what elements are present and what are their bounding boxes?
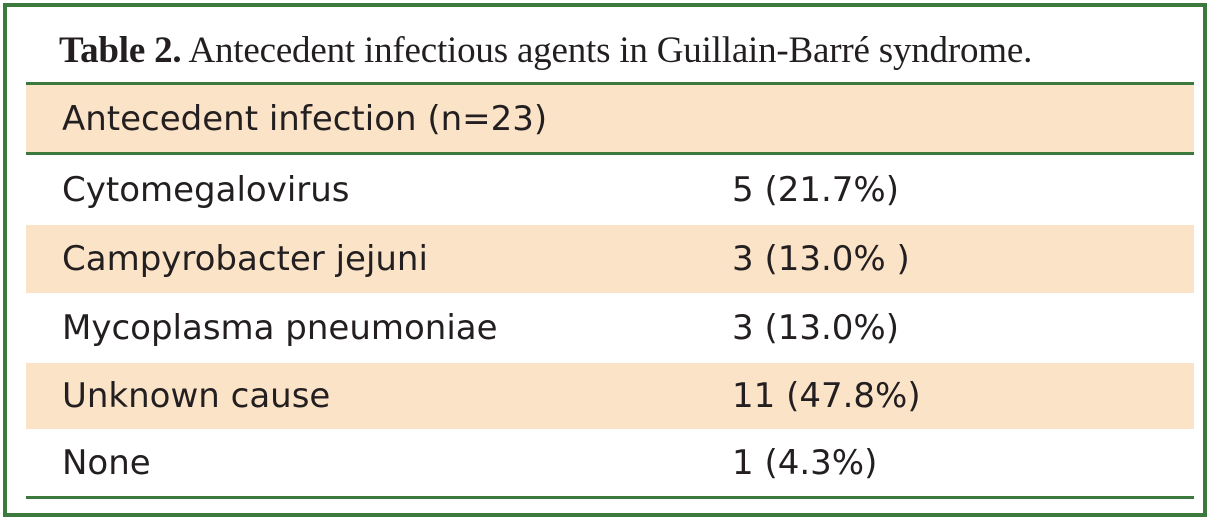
row-agent-cell: None (62, 442, 151, 483)
table-frame: Table 2. Antecedent infectious agents in… (3, 3, 1207, 517)
table-caption-text: Antecedent infectious agents in Guillain… (181, 30, 1033, 71)
table-row: None 1 (4.3%) (26, 429, 1194, 496)
row-agent-cell: Campyrobacter jejuni (62, 239, 428, 279)
table-caption-label: Table 2. (59, 30, 182, 71)
table-row: Mycoplasma pneumoniae 3 (13.0%) (26, 293, 1194, 363)
table-row: Unknown cause 11 (47.8%) (26, 363, 1194, 429)
table-header-row: Antecedent infection (n=23) (26, 85, 1194, 152)
row-agent-cell: Cytomegalovirus (62, 170, 350, 210)
header-rule (26, 152, 1194, 155)
row-value-cell: 3 (13.0% ) (732, 239, 910, 279)
table-row: Cytomegalovirus 5 (21.7%) (26, 155, 1194, 225)
bottom-rule (26, 496, 1194, 499)
table-caption: Table 2. Antecedent infectious agents in… (59, 29, 1032, 72)
row-value-cell: 5 (21.7%) (732, 170, 899, 210)
top-rule (26, 82, 1194, 85)
row-agent-cell: Mycoplasma pneumoniae (62, 308, 498, 348)
header-cell-infection: Antecedent infection (n=23) (62, 98, 548, 139)
row-value-cell: 11 (47.8%) (732, 376, 921, 416)
table-row: Campyrobacter jejuni 3 (13.0% ) (26, 225, 1194, 293)
row-value-cell: 3 (13.0%) (732, 308, 899, 348)
row-agent-cell: Unknown cause (62, 376, 331, 416)
row-value-cell: 1 (4.3%) (732, 442, 878, 483)
